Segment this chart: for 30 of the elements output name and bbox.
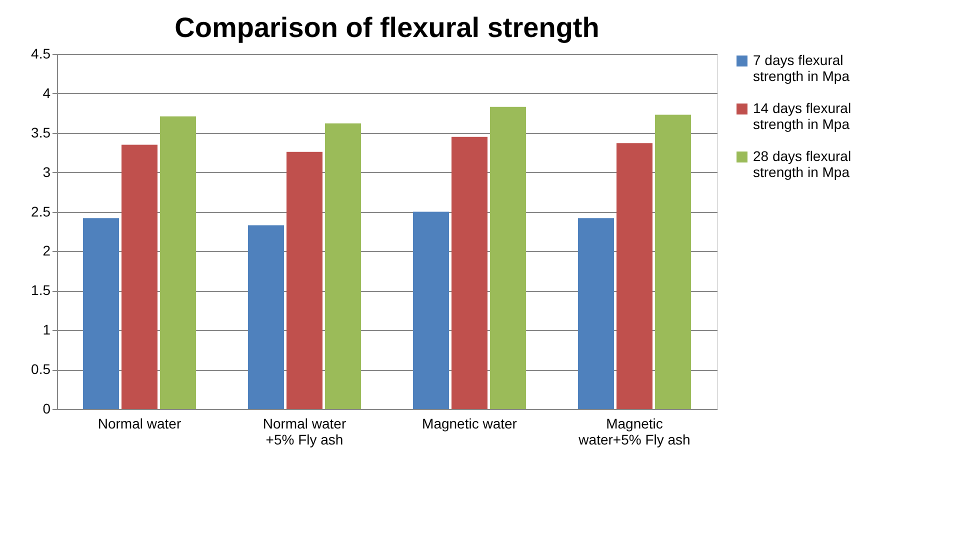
x-tick-label: Magnetic water+5% Fly ash (578, 416, 690, 448)
y-tick-label: 0.5 (31, 361, 51, 378)
x-tick-label: Normal water +5% Fly ash (262, 416, 346, 448)
y-tick-label: 4.5 (31, 46, 51, 62)
y-tick-label: 2 (42, 242, 51, 259)
y-tick-label: 1 (42, 322, 51, 338)
bar (578, 218, 614, 409)
chart-title: Comparison of flexural strength (174, 12, 600, 43)
x-tick-label: Normal water (98, 416, 182, 432)
bar (248, 225, 284, 409)
bar (286, 152, 322, 409)
bar (452, 136, 488, 409)
y-tick-label: 3.5 (31, 124, 51, 140)
legend-label: 28 days flexural strength in Mpa (753, 148, 852, 180)
bar (325, 123, 361, 409)
bar (413, 212, 449, 409)
x-tick-label: Magnetic water (422, 416, 518, 432)
legend-label: 14 days flexural strength in Mpa (753, 100, 852, 132)
bar (122, 144, 158, 409)
y-tick-label: 2.5 (31, 203, 51, 220)
bar (160, 116, 196, 409)
y-tick-label: 3 (42, 164, 51, 180)
bar (616, 143, 652, 409)
bar (655, 114, 691, 409)
bar (83, 218, 119, 409)
y-tick-label: 1.5 (31, 282, 51, 298)
legend-label: 7 days flexural strength in Mpa (753, 52, 850, 84)
y-tick-label: 4 (42, 84, 51, 101)
bar (490, 106, 526, 409)
y-tick-label: 0 (42, 400, 51, 416)
